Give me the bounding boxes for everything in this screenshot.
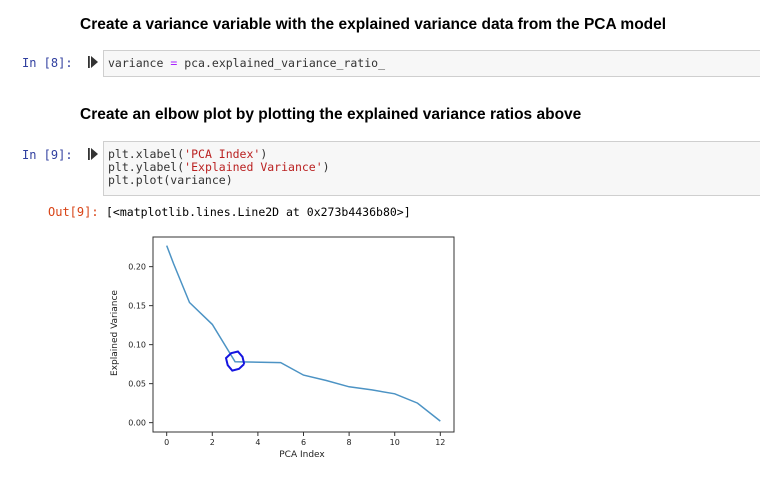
y-tick-label: 0.05 (128, 380, 146, 389)
x-axis-label: PCA Index (279, 450, 325, 460)
x-tick-label: 4 (255, 438, 260, 447)
series-line-variance (165, 245, 441, 422)
code-token: pca.explained_variance_ratio_ (184, 56, 385, 70)
run-cell-icon[interactable] (88, 56, 98, 68)
code-token: plt.xlabel( (108, 147, 185, 161)
input-prompt-8: In [8]: (22, 56, 73, 70)
x-tick-label: 10 (390, 438, 400, 447)
x-tick-label: 2 (210, 438, 215, 447)
code-token: ) (260, 147, 268, 161)
code-token: variance (108, 56, 164, 70)
x-tick-label: 12 (435, 438, 445, 447)
code-line: variance = pca.explained_variance_ratio_ (108, 57, 760, 70)
code-cell-9[interactable]: plt.xlabel('PCA Index') plt.ylabel('Expl… (103, 141, 760, 196)
code-line-plot: plt.plot(variance) (108, 173, 233, 187)
y-tick-label: 0.10 (128, 341, 146, 350)
x-tick-label: 8 (347, 438, 352, 447)
code-line-ylabel: plt.ylabel('Explained Variance') (108, 161, 760, 174)
code-string: 'Explained Variance' (184, 160, 323, 174)
x-tick-label: 0 (164, 438, 169, 447)
code-operator: = (170, 56, 178, 70)
y-tick-label: 0.00 (128, 419, 146, 428)
code-line-xlabel: plt.xlabel('PCA Index') (108, 148, 760, 161)
x-tick-label: 6 (301, 438, 306, 447)
code-string: 'PCA Index' (184, 147, 261, 161)
y-tick-label: 0.20 (128, 263, 146, 272)
output-prompt-9: Out[9]: (48, 205, 99, 219)
code-token: plt.ylabel( (108, 160, 185, 174)
markdown-heading-variance: Create a variance variable with the expl… (80, 16, 667, 33)
input-prompt-9: In [9]: (22, 148, 73, 162)
code-cell-8[interactable]: variance = pca.explained_variance_ratio_ (103, 50, 760, 77)
plot-frame (152, 236, 455, 433)
y-axis-label: Explained Variance (110, 290, 120, 376)
code-token: ) (322, 160, 330, 174)
output-text: [<matplotlib.lines.Line2D at 0x273b4436b… (106, 205, 411, 219)
markdown-heading-elbow-plot: Create an elbow plot by plotting the exp… (80, 106, 582, 123)
annotation-circle (224, 350, 246, 372)
y-tick-label: 0.15 (128, 302, 146, 311)
run-cell-icon[interactable] (88, 148, 98, 160)
